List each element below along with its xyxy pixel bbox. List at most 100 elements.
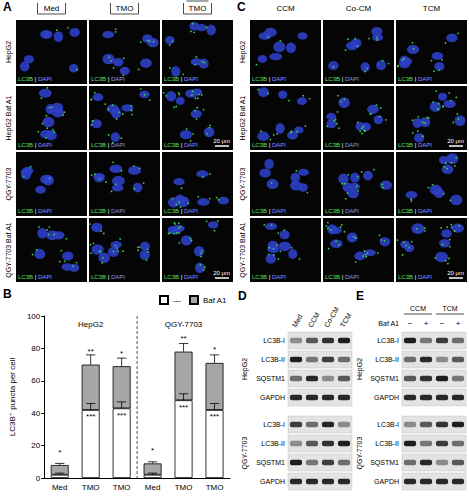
svg-text:Co-CM: Co-CM bbox=[323, 306, 340, 329]
svg-text:GAPDH: GAPDH bbox=[260, 478, 285, 485]
svg-text:Med: Med bbox=[145, 483, 161, 492]
svg-text:QGY-7703: QGY-7703 bbox=[239, 167, 247, 200]
svg-text:20 μm: 20 μm bbox=[447, 138, 464, 144]
svg-text:*: * bbox=[120, 349, 123, 358]
svg-text:C: C bbox=[237, 0, 246, 14]
svg-text:LC3B | DAPI: LC3B | DAPI bbox=[91, 76, 125, 82]
svg-text:Med: Med bbox=[52, 483, 68, 492]
svg-text:LC3B | DAPI: LC3B | DAPI bbox=[164, 142, 198, 148]
svg-text:LC3B | DAPI: LC3B | DAPI bbox=[252, 76, 286, 82]
svg-text:SQSTM1: SQSTM1 bbox=[256, 459, 285, 467]
svg-text:LC3B-II: LC3B-II bbox=[375, 440, 399, 447]
svg-text:QGY-7703: QGY-7703 bbox=[241, 436, 249, 469]
svg-text:HepG2 Baf A1: HepG2 Baf A1 bbox=[5, 96, 13, 141]
svg-text:LC3B-I: LC3B-I bbox=[263, 421, 285, 428]
svg-text:***: *** bbox=[210, 412, 219, 421]
svg-text:TMO: TMO bbox=[113, 483, 131, 492]
svg-text:LC3B | DAPI: LC3B | DAPI bbox=[164, 274, 198, 280]
svg-text:LC3B | DAPI: LC3B | DAPI bbox=[91, 142, 125, 148]
svg-text:LC3B | DAPI: LC3B | DAPI bbox=[325, 208, 359, 214]
svg-text:GAPDH: GAPDH bbox=[374, 478, 399, 485]
svg-text:LC3B | DAPI: LC3B | DAPI bbox=[91, 208, 125, 214]
svg-text:E: E bbox=[356, 289, 364, 303]
svg-text:HepG2: HepG2 bbox=[241, 358, 249, 380]
svg-text:20 μm: 20 μm bbox=[447, 270, 464, 276]
svg-text:Baf A1: Baf A1 bbox=[203, 296, 227, 305]
svg-text:LC3B | DAPI: LC3B | DAPI bbox=[252, 274, 286, 280]
svg-text:60: 60 bbox=[31, 376, 40, 385]
svg-text:GAPDH: GAPDH bbox=[260, 394, 285, 401]
svg-text:LC3B | DAPI: LC3B | DAPI bbox=[398, 142, 432, 148]
svg-text:HepG2 Baf A1: HepG2 Baf A1 bbox=[239, 96, 247, 141]
svg-text:LC3B | DAPI: LC3B | DAPI bbox=[18, 274, 52, 280]
svg-text:LC3B | DAPI: LC3B | DAPI bbox=[398, 208, 432, 214]
svg-text:LC3B | DAPI: LC3B | DAPI bbox=[18, 208, 52, 214]
svg-text:CCM: CCM bbox=[410, 305, 426, 312]
svg-text:LC3B | DAPI: LC3B | DAPI bbox=[164, 76, 198, 82]
svg-text:Med: Med bbox=[44, 4, 60, 13]
svg-text:20 μm: 20 μm bbox=[213, 270, 230, 276]
svg-text:LC3B | DAPI: LC3B | DAPI bbox=[325, 76, 359, 82]
svg-text:HepG2: HepG2 bbox=[356, 358, 364, 380]
svg-text:Med: Med bbox=[291, 313, 304, 328]
svg-text:QGY-7703 Baf A1: QGY-7703 Baf A1 bbox=[239, 222, 247, 277]
svg-text:A: A bbox=[3, 0, 12, 14]
svg-text:LC3B⁺ puncta per cell: LC3B⁺ puncta per cell bbox=[8, 358, 17, 437]
svg-text:***: *** bbox=[117, 411, 126, 420]
svg-text:HepG2: HepG2 bbox=[239, 41, 247, 63]
svg-text:QGY-7703: QGY-7703 bbox=[356, 436, 364, 469]
svg-text:CCM: CCM bbox=[307, 311, 321, 328]
svg-text:TMO: TMO bbox=[82, 483, 100, 492]
svg-text:QGY-7703: QGY-7703 bbox=[165, 320, 203, 329]
svg-text:LC3B-II: LC3B-II bbox=[261, 356, 285, 363]
svg-text:0: 0 bbox=[36, 474, 41, 483]
svg-text:LC3B | DAPI: LC3B | DAPI bbox=[325, 274, 359, 280]
svg-text:*: * bbox=[151, 446, 154, 455]
svg-text:B: B bbox=[3, 287, 12, 301]
svg-text:*: * bbox=[58, 448, 61, 457]
svg-text:LC3B | DAPI: LC3B | DAPI bbox=[91, 274, 125, 280]
svg-text:TCM: TCM bbox=[442, 305, 457, 312]
svg-text:TMO: TMO bbox=[189, 4, 207, 13]
svg-text:Baf A1: Baf A1 bbox=[378, 320, 399, 327]
svg-text:D: D bbox=[238, 289, 247, 303]
svg-text:+: + bbox=[456, 319, 461, 328]
svg-text:LC3B | DAPI: LC3B | DAPI bbox=[398, 274, 432, 280]
svg-text:TMO: TMO bbox=[175, 483, 193, 492]
svg-text:40: 40 bbox=[31, 409, 40, 418]
svg-text:Co-CM: Co-CM bbox=[346, 4, 372, 13]
svg-text:20: 20 bbox=[31, 441, 40, 450]
svg-text:LC3B | DAPI: LC3B | DAPI bbox=[18, 142, 52, 148]
svg-text:CCM: CCM bbox=[276, 4, 295, 13]
svg-text:HepG2: HepG2 bbox=[78, 320, 104, 329]
svg-text:*: * bbox=[213, 345, 216, 354]
svg-text:***: *** bbox=[86, 412, 95, 421]
svg-text:HepG2: HepG2 bbox=[5, 41, 13, 63]
svg-text:LC3B-II: LC3B-II bbox=[375, 356, 399, 363]
svg-text:LC3B | DAPI: LC3B | DAPI bbox=[252, 208, 286, 214]
svg-text:TCM: TCM bbox=[423, 4, 441, 13]
svg-text:LC3B-I: LC3B-I bbox=[377, 421, 399, 428]
svg-text:QGY-7703: QGY-7703 bbox=[5, 167, 13, 200]
svg-text:LC3B | DAPI: LC3B | DAPI bbox=[325, 142, 359, 148]
svg-text:LC3B-I: LC3B-I bbox=[263, 337, 285, 344]
svg-text:---: --- bbox=[173, 296, 181, 305]
svg-text:LC3B | DAPI: LC3B | DAPI bbox=[18, 76, 52, 82]
svg-text:TMO: TMO bbox=[116, 4, 134, 13]
svg-text:SQSTM1: SQSTM1 bbox=[370, 459, 399, 467]
svg-text:LC3B-I: LC3B-I bbox=[377, 337, 399, 344]
svg-text:QGY-7703 Baf A1: QGY-7703 Baf A1 bbox=[5, 222, 13, 277]
svg-text:TMO: TMO bbox=[206, 483, 224, 492]
svg-text:+: + bbox=[424, 319, 429, 328]
svg-text:−: − bbox=[408, 319, 413, 328]
svg-text:LC3B | DAPI: LC3B | DAPI bbox=[252, 142, 286, 148]
svg-text:***: *** bbox=[179, 403, 188, 412]
svg-text:100: 100 bbox=[27, 312, 41, 321]
svg-text:20 μm: 20 μm bbox=[213, 138, 230, 144]
svg-text:GAPDH: GAPDH bbox=[374, 394, 399, 401]
svg-text:80: 80 bbox=[31, 344, 40, 353]
svg-text:−: − bbox=[440, 319, 445, 328]
svg-text:LC3B-II: LC3B-II bbox=[261, 440, 285, 447]
svg-text:LC3B | DAPI: LC3B | DAPI bbox=[164, 208, 198, 214]
svg-text:TCM: TCM bbox=[339, 312, 353, 329]
